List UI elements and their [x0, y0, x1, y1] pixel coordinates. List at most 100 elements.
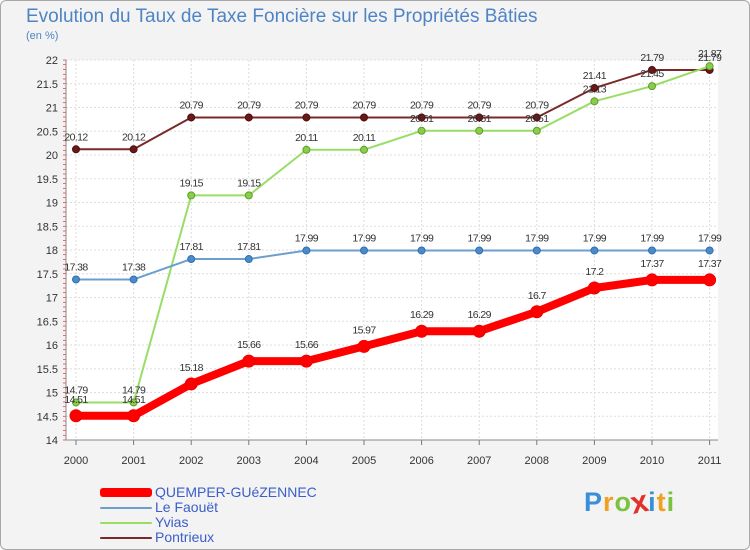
data-label-quemper: 15.66 [237, 339, 261, 351]
x-tick-label: 2001 [121, 455, 145, 467]
data-point-pontrieux [360, 113, 368, 122]
data-point-quemper [242, 354, 256, 368]
data-point-quemper [357, 339, 371, 353]
data-point-yvias [244, 191, 253, 200]
data-point-le-faouet [72, 275, 80, 284]
y-axis-unit-label: (en %) [26, 30, 59, 42]
data-point-le-faouet [475, 246, 484, 255]
data-label-pontrieux: 20.79 [525, 99, 549, 111]
data-point-le-faouet [705, 246, 714, 255]
y-tick-label: 21 [46, 103, 58, 115]
data-label-le-faouet: 17.81 [237, 241, 261, 253]
data-label-quemper: 16.29 [468, 309, 492, 321]
data-point-yvias [475, 126, 484, 135]
x-tick-label: 2011 [698, 455, 722, 467]
data-point-yvias [532, 126, 541, 135]
data-label-le-faouet: 17.99 [698, 232, 722, 244]
data-point-pontrieux [417, 113, 426, 122]
data-point-pontrieux [187, 113, 196, 122]
y-tick-label: 19.5 [37, 174, 58, 186]
data-label-le-faouet: 17.99 [583, 232, 607, 244]
legend-swatch-le-faouet [100, 507, 152, 509]
chart-title: Evolution du Taux de Taxe Foncière sur l… [26, 6, 538, 27]
logo-letter: i [648, 487, 657, 517]
x-tick-label: 2000 [64, 455, 88, 467]
data-label-yvias: 21.87 [698, 48, 722, 60]
data-point-yvias [302, 145, 311, 154]
data-point-pontrieux [475, 113, 484, 122]
data-label-le-faouet: 17.99 [352, 232, 376, 244]
series-line-le-faouet [75, 249, 711, 281]
data-label-quemper: 16.7 [528, 290, 547, 302]
data-label-quemper: 17.37 [640, 258, 664, 270]
data-point-quemper [703, 273, 717, 287]
data-point-yvias [360, 145, 368, 154]
data-label-yvias: 20.11 [295, 132, 318, 144]
data-point-yvias [129, 398, 138, 407]
data-label-yvias: 14.79 [122, 384, 146, 396]
data-point-quemper [69, 409, 83, 423]
data-point-yvias [187, 191, 196, 200]
data-point-quemper [645, 273, 659, 287]
data-point-yvias [72, 398, 80, 407]
y-tick-label: 22 [46, 55, 58, 67]
data-point-pontrieux [244, 113, 253, 122]
data-label-quemper: 17.2 [585, 266, 604, 278]
data-label-yvias: 19.15 [237, 177, 261, 189]
data-point-quemper [299, 354, 313, 368]
x-tick-label: 2005 [352, 455, 376, 467]
data-label-yvias: 20.51 [468, 113, 492, 125]
data-label-le-faouet: 17.99 [640, 232, 664, 244]
data-point-quemper [530, 305, 544, 319]
legend-swatch-quemper [100, 488, 152, 497]
y-tick-label: 20 [46, 150, 58, 162]
y-tick-label: 14 [46, 435, 58, 447]
data-label-le-faouet: 17.99 [468, 232, 492, 244]
data-label-pontrieux: 20.79 [468, 99, 492, 111]
data-label-le-faouet: 17.38 [122, 261, 146, 273]
data-point-le-faouet [532, 246, 541, 255]
data-point-pontrieux [302, 113, 311, 122]
data-point-yvias [648, 82, 656, 91]
legend-label-pontrieux: Pontrieux [155, 529, 215, 545]
data-label-yvias: 21.45 [640, 68, 664, 80]
y-tick-label: 18 [46, 245, 58, 257]
data-label-pontrieux: 20.12 [122, 131, 146, 143]
data-label-yvias: 14.79 [64, 384, 88, 396]
data-point-pontrieux [72, 145, 80, 154]
data-point-quemper [472, 324, 486, 338]
series-line-pontrieux [75, 68, 711, 151]
data-label-quemper: 15.18 [180, 362, 204, 374]
data-point-yvias [590, 97, 599, 106]
y-tick-label: 15 [46, 388, 58, 400]
data-label-pontrieux: 20.79 [295, 99, 319, 111]
data-point-quemper [127, 409, 141, 423]
y-tick-label: 14.5 [37, 411, 58, 423]
x-tick-label: 2010 [640, 455, 664, 467]
data-point-le-faouet [590, 246, 599, 255]
data-label-quemper: 15.97 [352, 324, 376, 336]
y-tick-label: 21.5 [37, 79, 58, 91]
data-label-pontrieux: 21.79 [698, 52, 722, 64]
data-label-quemper: 14.51 [64, 394, 88, 406]
data-point-yvias [705, 62, 714, 71]
legend-swatch-pontrieux [100, 537, 152, 539]
data-label-le-faouet: 17.99 [295, 232, 319, 244]
x-tick-label: 2003 [237, 455, 261, 467]
data-label-pontrieux: 21.79 [640, 52, 664, 64]
data-point-le-faouet [648, 246, 656, 255]
data-label-quemper: 17.37 [698, 258, 722, 270]
x-tick-label: 2004 [294, 455, 318, 467]
data-label-yvias: 20.51 [410, 113, 434, 125]
data-label-le-faouet: 17.81 [180, 241, 204, 253]
x-tick-label: 2006 [409, 455, 433, 467]
logo-letter: P [584, 487, 604, 517]
data-label-le-faouet: 17.99 [525, 232, 549, 244]
data-point-pontrieux [648, 65, 656, 74]
y-tick-label: 16 [46, 340, 58, 352]
data-label-yvias: 20.11 [353, 132, 376, 144]
series-line-quemper [72, 275, 714, 420]
data-point-quemper [415, 324, 429, 338]
data-label-yvias: 19.15 [180, 177, 204, 189]
